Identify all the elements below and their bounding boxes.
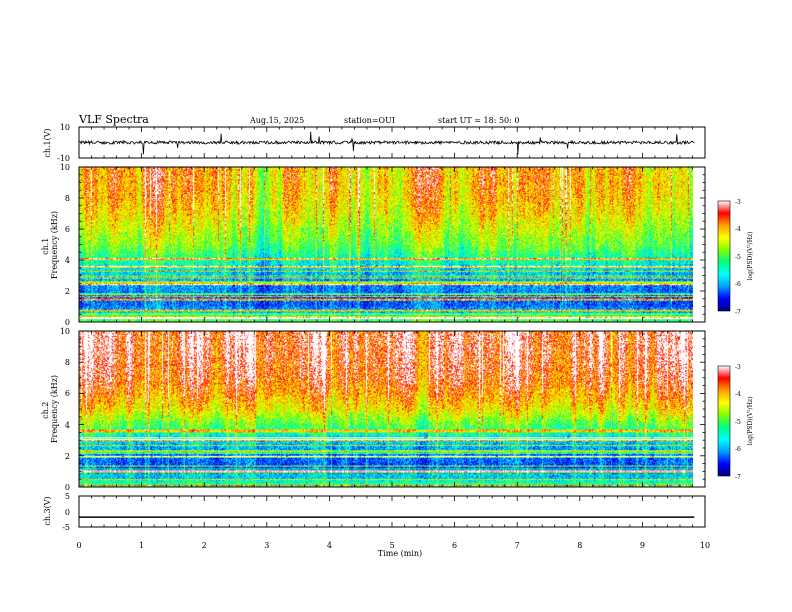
ch1-spec-tick: 4 <box>65 256 70 265</box>
cb1-tick: -3 <box>735 199 741 206</box>
ch2-spec-tick: 10 <box>60 327 70 336</box>
axis-ticks <box>78 127 706 527</box>
x-tick-label: 4 <box>327 541 332 550</box>
ch1-spec-ylabel: ch.1 Frequency (kHz) <box>41 211 59 279</box>
ch1-spec-tick: 2 <box>65 287 70 296</box>
cb1-label: log(PSD)(V²/Hz) <box>747 232 754 281</box>
ch1-wave-ylabel: ch.1(V) <box>43 128 52 157</box>
cb2-label: log(PSD)(V²/Hz) <box>747 397 754 446</box>
cb1-tick: -6 <box>735 281 741 288</box>
ch1-spectrogram-image <box>79 167 693 322</box>
ch2-spec-tick: 6 <box>65 389 70 398</box>
cb2-tick: -6 <box>735 446 741 453</box>
x-tick-label: 9 <box>640 541 645 550</box>
ch2-spec-ylabel: ch.2 Frequency (kHz) <box>41 375 59 443</box>
figure-title: VLF Spectra <box>78 113 149 126</box>
cb2-tick: -7 <box>735 474 741 481</box>
ch2-spec-tick: 8 <box>65 358 70 367</box>
ch1-spec-tick: 10 <box>60 163 70 172</box>
ch1-spec-tick: 8 <box>65 194 70 203</box>
ch2-spec-tick: 4 <box>65 421 70 430</box>
ch1-wave-tick-bottom: -10 <box>57 154 70 163</box>
ch2-colorbar <box>717 365 731 477</box>
cb1-tick: -7 <box>735 309 741 316</box>
x-tick-label: 2 <box>202 541 207 550</box>
x-tick-label: 6 <box>452 541 457 550</box>
x-tick-label: 0 <box>76 541 81 550</box>
ch2-spectrogram-image <box>79 331 693 487</box>
x-axis-label: Time (min) <box>378 549 422 558</box>
station-label: station=OUI <box>344 116 395 125</box>
ch3-wave-ylabel: ch.3(V) <box>43 496 52 525</box>
cb2-tick: -5 <box>735 419 741 426</box>
x-tick-label: 5 <box>389 541 394 550</box>
ch2-spec-tick: 2 <box>65 452 70 461</box>
ch1-spec-tick: 0 <box>65 318 70 327</box>
cb2-tick: -3 <box>735 364 741 371</box>
cb2-tick: -4 <box>735 391 741 398</box>
x-tick-label: 3 <box>264 541 269 550</box>
cb1-tick: -5 <box>735 254 741 261</box>
ch1-waveform-line <box>78 131 695 155</box>
ch2-spec-tick: 0 <box>65 483 70 492</box>
ch1-colorbar-scale <box>717 200 731 312</box>
x-tick-labels: 0 1 2 3 4 5 6 7 8 9 10 <box>76 541 710 550</box>
ch1-wave-tick-top: 10 <box>60 123 70 132</box>
start-time-label: start UT = 18: 50: 0 <box>438 116 519 125</box>
ch3-wave-tick-bottom: -5 <box>62 523 70 532</box>
ch2-colorbar-scale <box>717 365 731 477</box>
ch1-spec-tick: 6 <box>65 225 70 234</box>
x-tick-label: 7 <box>515 541 520 550</box>
ch1-colorbar <box>717 200 731 312</box>
ch3-wave-tick-top: 5 <box>65 492 70 501</box>
x-tick-label: 1 <box>139 541 144 550</box>
x-tick-label: 10 <box>700 541 710 550</box>
cb1-tick: -4 <box>735 226 741 233</box>
x-tick-label: 8 <box>577 541 582 550</box>
ch3-wave-tick-mid: 0 <box>65 508 70 517</box>
date-label: Aug.15, 2025 <box>249 116 304 125</box>
